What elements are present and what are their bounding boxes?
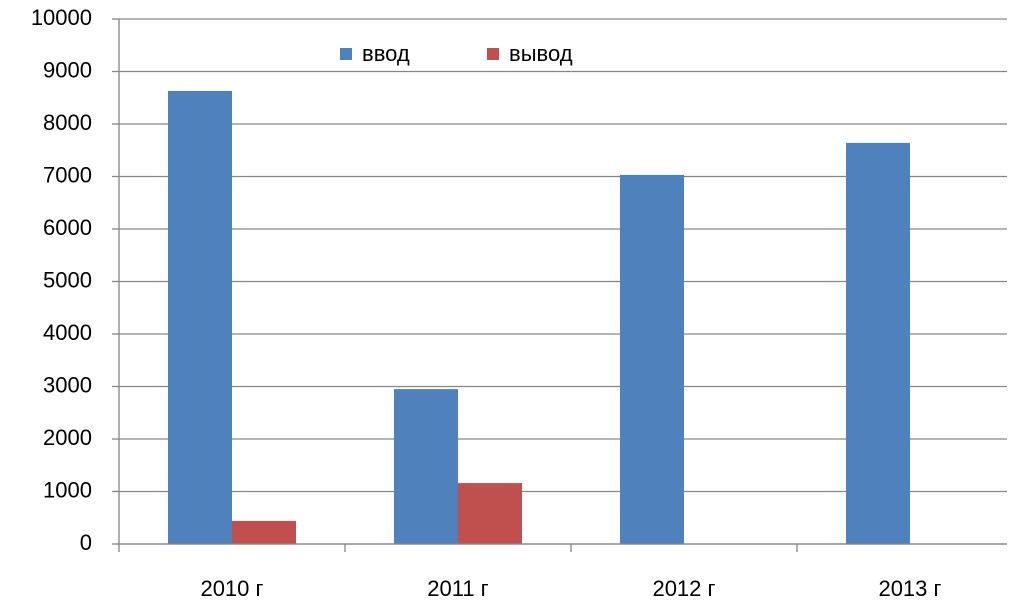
x-tick-label: 2010 г	[200, 576, 263, 601]
y-tick-label: 7000	[43, 162, 92, 187]
x-tick-label: 2013 г	[878, 576, 941, 601]
y-tick-label: 3000	[43, 372, 92, 397]
y-tick-label: 8000	[43, 110, 92, 135]
bar	[232, 520, 296, 544]
y-tick-label: 6000	[43, 215, 92, 240]
y-tick-label: 1000	[43, 477, 92, 502]
y-tick-label: 2000	[43, 425, 92, 450]
legend-label: ввод	[362, 41, 410, 66]
bar	[394, 389, 458, 544]
bar	[168, 90, 232, 545]
bar	[846, 142, 910, 544]
bar	[458, 483, 522, 544]
legend-swatch	[340, 48, 352, 60]
y-tick-label: 10000	[31, 5, 92, 30]
legend-swatch	[487, 48, 499, 60]
bar	[620, 174, 684, 545]
y-tick-label: 5000	[43, 267, 92, 292]
y-tick-label: 4000	[43, 320, 92, 345]
x-tick-label: 2012 г	[652, 576, 715, 601]
y-tick-label: 0	[80, 530, 92, 555]
legend-label: вывод	[509, 41, 573, 66]
x-tick-label: 2011 г	[427, 576, 488, 601]
y-tick-label: 9000	[43, 57, 92, 82]
